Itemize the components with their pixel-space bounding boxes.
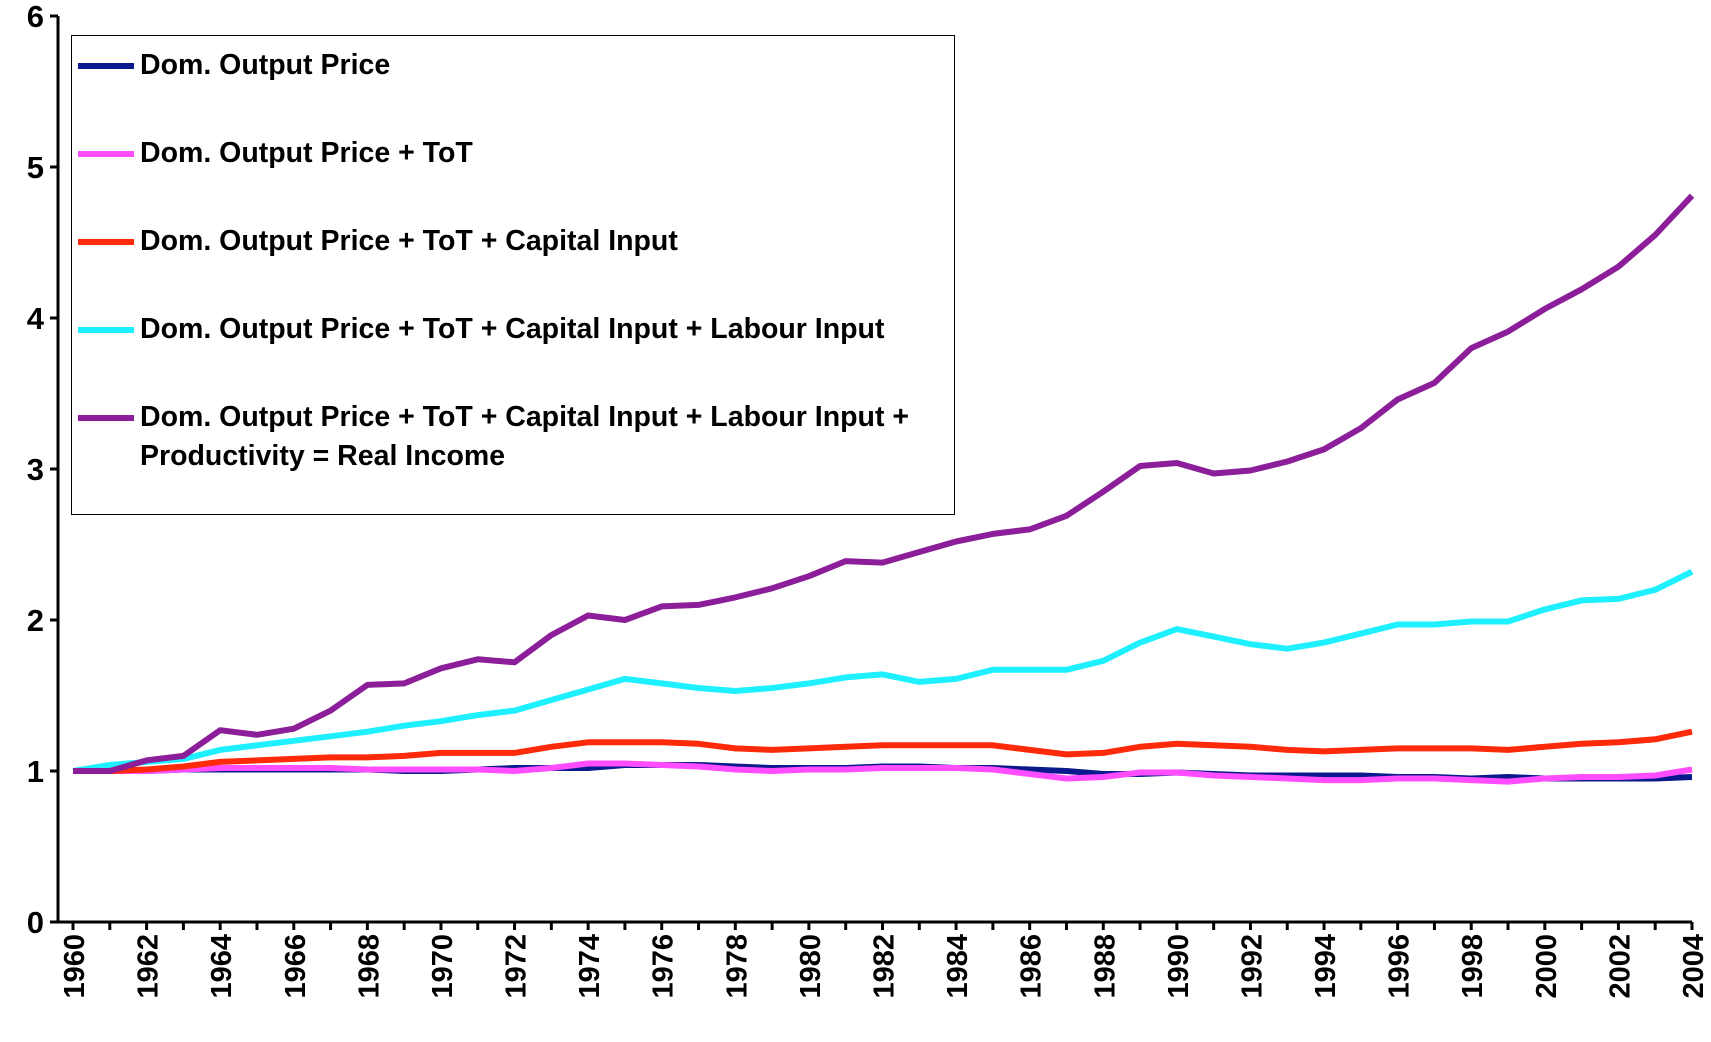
- legend-label: Dom. Output Price: [140, 49, 391, 81]
- series-line: [72, 569, 1694, 774]
- series-line: [73, 193, 1695, 774]
- y-tick-label: 6: [27, 0, 44, 34]
- x-tick-label: 2000: [1531, 934, 1563, 999]
- y-tick-label: 4: [27, 301, 45, 336]
- x-tick-label: 1986: [1016, 934, 1048, 999]
- y-tick-label: 0: [27, 905, 44, 940]
- x-tick-label: 1966: [280, 934, 312, 999]
- legend-label: Dom. Output Price + ToT: [140, 137, 473, 169]
- series-line: [73, 728, 1693, 774]
- y-tick-label: 1: [27, 754, 44, 789]
- y-tick-label: 5: [27, 150, 44, 185]
- x-tick-label: 1972: [501, 934, 533, 999]
- legend-swatch: [78, 327, 134, 333]
- legend-swatch: [78, 415, 134, 421]
- x-tick-label: 1994: [1310, 934, 1342, 999]
- x-tick-label: 1970: [427, 934, 459, 999]
- series-line: [73, 760, 1693, 785]
- x-tick-label: 1960: [59, 934, 91, 999]
- x-tick-label: 1974: [574, 934, 606, 999]
- x-tick-label: 1984: [942, 934, 974, 999]
- x-tick-label: 1998: [1457, 934, 1489, 999]
- x-tick-label: 2002: [1604, 934, 1636, 999]
- x-tick-label: 2004: [1678, 934, 1710, 999]
- legend-swatch: [78, 151, 134, 157]
- x-tick-label: 1976: [648, 934, 680, 999]
- x-tick-label: 1962: [133, 934, 165, 999]
- x-tick-label: 1964: [206, 934, 238, 999]
- x-tick-label: 1980: [795, 934, 827, 999]
- legend-label: Dom. Output Price + ToT + Capital Input …: [140, 401, 909, 472]
- x-tick-label: 1988: [1089, 934, 1121, 999]
- y-tick-label: 2: [27, 603, 44, 638]
- x-tick-label: 1978: [721, 934, 753, 999]
- legend-label: Dom. Output Price + ToT + Capital Input: [140, 225, 678, 257]
- y-tick-label: 3: [27, 452, 44, 487]
- x-tick-label: 1996: [1384, 934, 1416, 999]
- legend-label: Dom. Output Price + ToT + Capital Input …: [140, 313, 885, 345]
- legend-swatch: [78, 239, 134, 245]
- x-tick-label: 1968: [353, 934, 385, 999]
- x-tick-label: 1992: [1236, 934, 1268, 999]
- x-tick-label: 1990: [1163, 934, 1195, 999]
- legend: Dom. Output Price Dom. Output Price + ToT…: [71, 35, 955, 515]
- x-tick-label: 1982: [869, 934, 901, 999]
- legend-swatch: [78, 63, 134, 69]
